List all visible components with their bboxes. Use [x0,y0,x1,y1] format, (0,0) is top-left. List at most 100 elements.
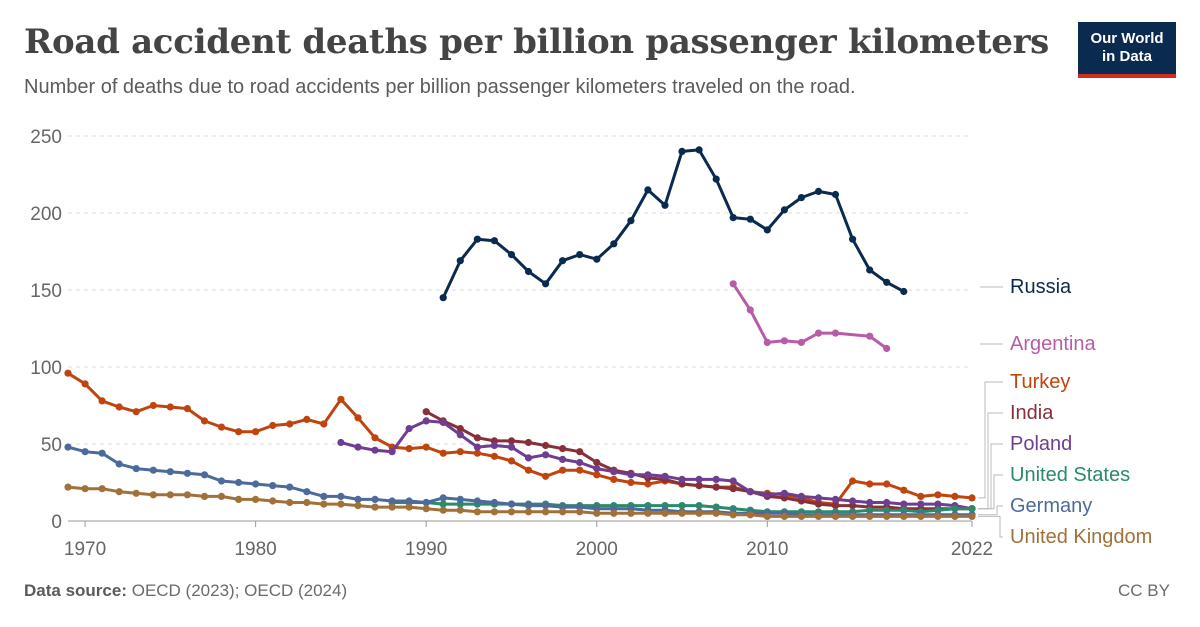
data-point [610,475,618,483]
data-point [422,505,430,513]
data-point [405,425,413,433]
data-point [746,488,754,496]
data-point [746,511,754,519]
data-point [883,278,891,286]
data-point [337,395,345,403]
data-point [644,509,652,517]
data-point [610,240,618,248]
license[interactable]: CC BY [1118,581,1170,600]
data-point [610,509,618,517]
data-point [695,475,703,483]
data-point [831,495,840,503]
data-point [627,217,635,225]
data-source-label: Data source: [24,581,127,600]
data-point [883,512,891,521]
data-point [149,401,157,410]
data-point [64,483,72,491]
series-russia [439,146,908,302]
data-point [217,423,226,431]
data-point [132,489,140,497]
data-point [678,147,686,155]
data-point [576,458,584,467]
series-label-turkey: Turkey [1010,371,1070,393]
data-point [286,498,294,507]
data-point [473,497,481,505]
data-point [507,437,516,445]
data-point [422,498,430,507]
data-point [695,509,703,517]
data-point [320,420,328,428]
data-point [354,414,362,422]
data-point [64,443,72,451]
data-point [507,251,516,259]
series-label-india: India [1010,402,1054,424]
series-poland [337,417,976,513]
data-point [968,494,976,502]
data-point [183,491,191,499]
data-point [371,503,379,511]
series-label-poland: Poland [1010,433,1072,455]
data-point [712,175,720,183]
data-point [115,460,123,468]
data-point [252,480,260,488]
data-point [320,500,328,508]
data-point [439,449,447,457]
data-point [900,486,908,494]
data-point [866,332,874,340]
data-point [831,512,840,521]
data-point [900,500,908,508]
data-point [934,500,942,508]
data-point [780,206,789,214]
data-point [576,448,584,456]
data-point [337,438,345,447]
data-point [166,491,174,499]
data-point [235,495,243,503]
label-connector-united-states [978,474,1003,510]
chart-subtitle: Number of deaths due to road accidents p… [24,76,856,98]
data-point [542,502,550,510]
data-point [763,512,771,521]
data-point [729,280,737,288]
data-point [456,448,464,456]
data-point [763,226,771,234]
data-point [593,465,601,473]
data-point [593,471,601,479]
data-point [490,441,498,450]
data-point [610,468,618,476]
data-point [542,441,550,450]
data-point [183,469,191,477]
data-point [712,475,720,483]
series-united-kingdom [64,483,976,521]
data-point [661,509,669,517]
x-tick-label: 1970 [64,539,106,560]
data-point [780,337,789,345]
data-point [64,369,72,377]
series-labels: Russia Argentina Turkey India Poland United S… [978,276,1152,548]
data-point [81,380,89,388]
data-point [439,506,447,514]
data-point [405,497,413,505]
logo-line-2: in Data [1101,48,1152,65]
y-tick-label: 100 [30,358,62,379]
data-point [849,235,857,243]
data-point [763,491,771,499]
owid-logo[interactable]: Our World in Data [1078,22,1176,78]
data-point [695,502,703,510]
data-source: Data source: OECD (2023); OECD (2024) [24,581,347,601]
data-point [252,495,260,503]
series-label-united-states: United States [1010,464,1130,486]
data-point [661,201,669,209]
data-point [507,443,516,451]
data-source-text[interactable]: OECD (2023); OECD (2024) [131,581,348,600]
data-point [866,512,874,521]
data-point [115,403,123,411]
data-point [388,503,396,511]
data-point [951,505,959,513]
data-point [303,498,311,507]
label-connector-turkey [978,381,1003,499]
data-point [849,512,857,521]
data-point [81,485,89,493]
data-point [235,478,243,487]
data-point [337,492,345,500]
